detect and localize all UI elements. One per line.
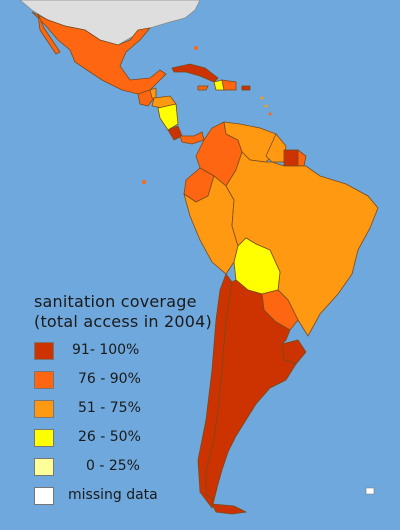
region-guatemala [137, 89, 155, 107]
legend-title-line1: sanitation coverage [34, 292, 197, 311]
island-galapagos [142, 180, 146, 184]
island-antilles-2 [264, 104, 268, 108]
legend-swatch [34, 371, 54, 389]
legend-title-line2: (total access in 2004) [34, 312, 212, 331]
legend-label: missing data [68, 487, 158, 503]
region-dominican-republic [221, 79, 237, 91]
region-tierra-del-fuego [211, 503, 248, 515]
region-baja-california [37, 13, 61, 55]
region-puerto-rico [241, 85, 251, 91]
legend-item: missing data [34, 485, 284, 514]
legend-swatch [34, 429, 54, 447]
legend-swatch [34, 458, 54, 476]
legend-item: 91- 100% [34, 340, 284, 369]
region-jamaica [197, 85, 209, 91]
region-nicaragua [157, 103, 179, 131]
legend-label: 26 - 50% [78, 429, 141, 445]
region-mexico [31, 11, 167, 95]
region-guyana [265, 133, 287, 163]
legend-item: 26 - 50% [34, 427, 284, 456]
legend-label: 0 - 25% [86, 458, 140, 474]
legend: sanitation coverage (total access in 200… [34, 292, 284, 514]
legend-swatch [34, 342, 54, 360]
legend-swatch [34, 487, 54, 505]
island-bahamas [194, 46, 198, 50]
island-antilles-3 [268, 112, 272, 116]
legend-item: 76 - 90% [34, 369, 284, 398]
legend-swatch [34, 400, 54, 418]
legend-label: 76 - 90% [78, 371, 141, 387]
region-argentina [205, 279, 297, 501]
legend-label: 91- 100% [72, 342, 140, 358]
legend-label: 51 - 75% [78, 400, 141, 416]
legend-item: 0 - 25% [34, 456, 284, 485]
legend-item: 51 - 75% [34, 398, 284, 427]
region-falklands [365, 487, 375, 495]
island-antilles-1 [260, 96, 264, 100]
region-suriname [283, 149, 299, 167]
